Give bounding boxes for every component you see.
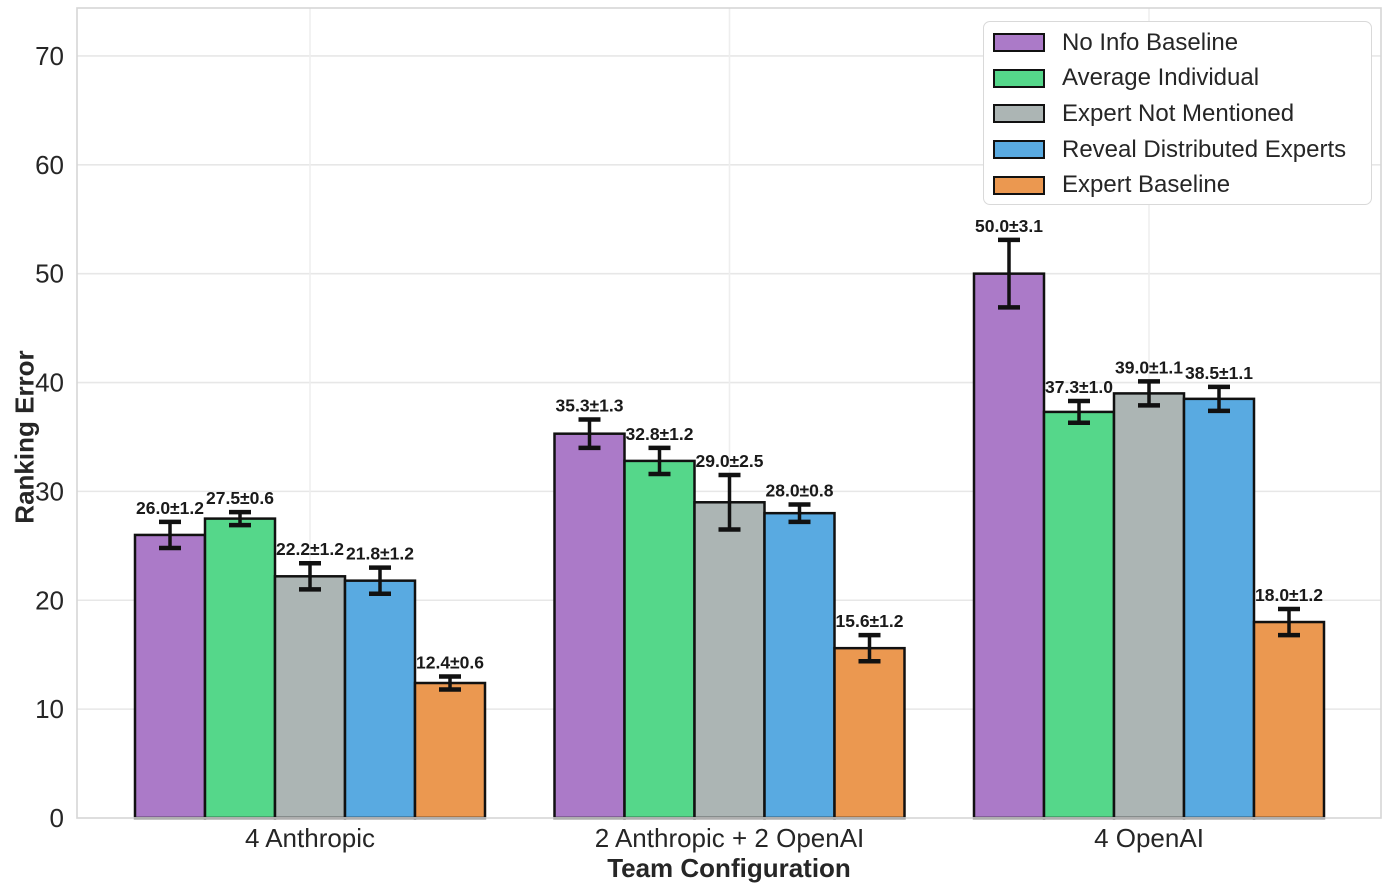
legend-swatch-icon — [993, 175, 1045, 195]
bar-value-label-1-0: 27.5±0.6 — [206, 488, 274, 508]
bar-value-label-4-2: 18.0±1.2 — [1255, 585, 1323, 605]
bar-value-label-3-2: 38.5±1.1 — [1185, 363, 1253, 383]
y-tick-label-50: 50 — [35, 259, 64, 289]
bar-4-2 — [1252, 620, 1326, 820]
x-tick-label-1: 2 Anthropic + 2 OpenAI — [595, 823, 865, 853]
bar-3-1 — [763, 511, 836, 820]
bar-value-label-3-1: 28.0±0.8 — [766, 480, 834, 500]
bar-4-1 — [833, 646, 906, 820]
bar-0-0 — [133, 533, 207, 820]
bar-3-2 — [1182, 397, 1256, 820]
legend: No Info Baseline Average Individual Expert… — [983, 21, 1372, 205]
bar-value-label-2-0: 22.2±1.2 — [276, 539, 344, 559]
y-tick-label-10: 10 — [35, 694, 64, 724]
y-tick-label-60: 60 — [35, 150, 64, 180]
bar-0-1 — [553, 432, 626, 820]
bar-2-0 — [273, 575, 347, 820]
legend-label: Reveal Distributed Experts — [1062, 135, 1347, 163]
bar-value-label-4-0: 12.4±0.6 — [416, 652, 484, 672]
legend-label: No Info Baseline — [1062, 28, 1239, 56]
bar-value-label-4-1: 15.6±1.2 — [836, 611, 904, 631]
bar-1-0 — [203, 517, 277, 820]
bar-1-2 — [1042, 410, 1116, 820]
legend-item-2: Expert Not Mentioned — [984, 96, 1371, 132]
bar-value-label-0-2: 50.0±3.1 — [975, 216, 1043, 236]
y-tick-label-20: 20 — [35, 585, 64, 615]
legend-label: Expert Baseline — [1062, 171, 1231, 199]
legend-item-0: No Info Baseline — [984, 25, 1371, 61]
x-tick-label-2: 4 OpenAI — [1094, 823, 1204, 853]
y-tick-label-70: 70 — [35, 41, 64, 71]
legend-item-1: Average Individual — [984, 61, 1371, 97]
legend-label: Expert Not Mentioned — [1062, 99, 1295, 127]
bar-value-label-1-2: 37.3±1.0 — [1045, 377, 1113, 397]
bar-value-label-0-0: 26.0±1.2 — [136, 498, 204, 518]
y-tick-label-0: 0 — [50, 803, 64, 833]
bar-value-label-2-2: 39.0±1.1 — [1115, 357, 1183, 377]
bar-3-0 — [343, 579, 417, 820]
legend-item-3: Reveal Distributed Experts — [984, 132, 1371, 168]
x-axis-title: Team Configuration — [607, 853, 851, 883]
bar-1-1 — [623, 459, 696, 820]
legend-label: Average Individual — [1062, 64, 1260, 92]
x-tick-label-0: 4 Anthropic — [245, 823, 375, 853]
bar-value-label-1-1: 32.8±1.2 — [626, 424, 694, 444]
legend-swatch-icon — [993, 104, 1045, 124]
legend-swatch-icon — [993, 140, 1045, 160]
bar-value-label-2-1: 29.0±2.5 — [696, 451, 764, 471]
bar-4-0 — [413, 681, 487, 820]
legend-item-4: Expert Baseline — [984, 167, 1371, 203]
bar-2-2 — [1112, 392, 1186, 820]
bar-value-label-0-1: 35.3±1.3 — [556, 396, 624, 416]
plot-border — [76, 7, 1382, 819]
y-axis-title: Ranking Error — [9, 350, 40, 524]
y-tick-label-40: 40 — [35, 368, 64, 398]
legend-swatch-icon — [993, 33, 1045, 53]
bar-0-2 — [972, 272, 1046, 820]
bar-2-1 — [693, 501, 766, 820]
y-tick-label-30: 30 — [35, 476, 64, 506]
bar-value-label-3-0: 21.8±1.2 — [346, 544, 414, 564]
legend-swatch-icon — [993, 68, 1045, 88]
